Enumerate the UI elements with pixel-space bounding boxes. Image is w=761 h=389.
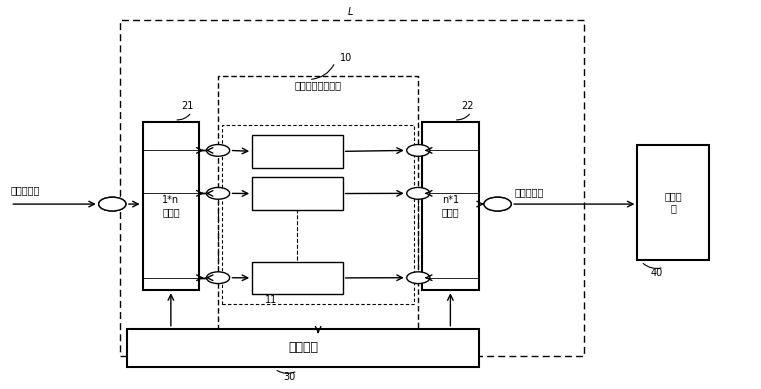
Bar [127,329,479,367]
Circle shape [484,197,511,211]
Circle shape [206,187,230,199]
Text: 11: 11 [265,295,277,305]
Text: 控制单元: 控制单元 [288,342,318,354]
Circle shape [406,145,430,156]
Text: 光信号输出: 光信号输出 [515,187,544,198]
Bar [252,135,342,168]
Bar [252,177,342,210]
Text: 光信号输入: 光信号输入 [11,186,40,196]
Circle shape [406,187,430,199]
Text: L: L [348,7,353,18]
Circle shape [406,272,430,284]
Bar [120,20,584,356]
Circle shape [99,197,126,211]
Text: 1*n
光开关: 1*n 光开关 [162,195,180,217]
Bar [142,122,199,290]
Text: n*1
光开关: n*1 光开关 [441,195,459,217]
Text: CD2: CD2 [287,189,307,198]
Text: 22: 22 [461,101,473,111]
Text: 30: 30 [284,371,296,382]
Circle shape [484,197,511,211]
Text: CDr: CDr [288,273,307,283]
Bar [218,75,419,336]
Text: 光接收
机: 光接收 机 [664,191,682,213]
Text: 色散补唇单元阵列: 色散补唇单元阵列 [295,80,342,90]
Bar [422,122,479,290]
Text: 21: 21 [182,101,194,111]
Text: 40: 40 [650,268,662,278]
Text: 10: 10 [340,53,352,63]
Text: CD1: CD1 [287,146,307,156]
Circle shape [99,197,126,211]
Bar [252,262,342,294]
Circle shape [206,145,230,156]
Circle shape [206,272,230,284]
Bar [222,126,415,304]
Bar [638,145,709,260]
